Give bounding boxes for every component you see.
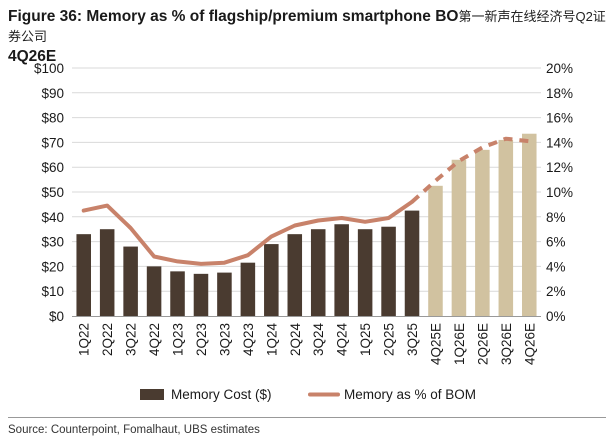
x-tick-label: 1Q22 — [77, 323, 92, 356]
bar-estimate — [451, 159, 467, 316]
bar-actual — [146, 266, 162, 316]
left-axis-ticks: $0 $10 $20 $30 $40 $50 $60 $70 $80 $90 $100 — [34, 61, 64, 324]
x-tick-label: 3Q25 — [405, 323, 420, 356]
bar-actual — [240, 262, 256, 316]
x-axis: 1Q22 2Q22 3Q22 4Q22 1Q23 2Q23 3Q23 4Q23 1Q24 2Q24… — [72, 316, 541, 365]
right-tick-label: 16% — [546, 111, 573, 126]
x-tick-label: 3Q22 — [124, 323, 139, 356]
bar-estimate — [475, 149, 490, 316]
x-tick-label: 1Q23 — [171, 323, 186, 356]
left-tick-label: $100 — [34, 61, 64, 76]
x-tick-label: 1Q26E — [452, 323, 467, 365]
x-tick-label: 4Q22 — [147, 323, 162, 356]
bar-actual — [357, 229, 373, 316]
title-line-2: 4Q26E — [8, 48, 57, 65]
right-tick-label: 8% — [546, 210, 566, 225]
right-tick-label: 6% — [546, 235, 566, 250]
right-tick-label: 4% — [546, 259, 566, 274]
right-axis-ticks: 0% 2% 4% 6% 8% 10% 12% 14% 16% 18% 20% — [546, 61, 573, 324]
left-tick-label: $90 — [41, 86, 64, 101]
legend-line-label: Memory as % of BOM — [344, 387, 476, 402]
x-tick-label: 1Q25 — [358, 323, 373, 356]
gridlines — [72, 67, 541, 292]
right-tick-label: 20% — [546, 61, 573, 76]
watermark-text: 第一新声在线经济号Q2证券公司 — [8, 9, 606, 44]
x-tick-label: 2Q25 — [382, 323, 397, 356]
bar-actual — [334, 224, 349, 316]
divider — [8, 417, 606, 418]
right-tick-label: 2% — [546, 284, 566, 299]
left-tick-label: $30 — [41, 235, 64, 250]
line-series — [81, 136, 530, 266]
bar-actual — [287, 234, 303, 316]
bar-estimate — [522, 133, 537, 316]
legend-bar-label: Memory Cost ($) — [171, 387, 272, 402]
bar-actual — [123, 246, 138, 316]
bar-actual — [76, 234, 91, 316]
right-tick-label: 18% — [546, 86, 573, 101]
left-tick-label: $50 — [41, 185, 64, 200]
title-line-1: Figure 36: Memory as % of flagship/premi… — [8, 8, 459, 25]
x-tick-label: 3Q26E — [499, 323, 514, 365]
x-tick-label: 2Q22 — [100, 323, 115, 356]
legend: Memory Cost ($) Memory as % of BOM — [140, 387, 476, 402]
bar-estimate — [498, 139, 514, 316]
bar-actual — [381, 226, 396, 316]
left-tick-label: $20 — [41, 259, 64, 274]
bar-actual — [217, 272, 232, 316]
left-tick-label: $80 — [41, 111, 64, 126]
x-tick-label: 4Q23 — [241, 323, 256, 356]
line-actual — [81, 199, 414, 266]
left-tick-label: $10 — [41, 284, 64, 299]
x-tick-label: 3Q23 — [217, 323, 232, 356]
x-tick-label: 2Q24 — [288, 323, 303, 357]
bar-estimate — [428, 185, 443, 316]
bar-actual — [310, 229, 326, 316]
right-tick-label: 10% — [546, 185, 573, 200]
left-tick-label: $40 — [41, 210, 64, 225]
x-tick-label: 4Q26E — [522, 323, 537, 365]
left-tick-label: $0 — [49, 309, 64, 324]
x-tick-label: 3Q24 — [311, 323, 326, 357]
line-estimate — [410, 136, 530, 204]
legend-bar-swatch — [140, 389, 164, 400]
bar-actual — [170, 271, 185, 316]
x-tick-label: 1Q24 — [264, 323, 279, 357]
bar-actual — [193, 273, 209, 316]
x-tick-label: 2Q26E — [475, 323, 490, 365]
right-tick-label: 12% — [546, 160, 573, 175]
x-tick-label: 4Q24 — [335, 323, 350, 357]
right-tick-label: 14% — [546, 135, 573, 150]
bar-actual — [404, 210, 420, 316]
chart-title: Figure 36: Memory as % of flagship/premi… — [8, 7, 608, 67]
left-tick-label: $70 — [41, 135, 64, 150]
x-tick-label: 4Q25E — [428, 323, 443, 365]
bar-series — [76, 133, 537, 316]
x-tick-label: 2Q23 — [194, 323, 209, 356]
right-tick-label: 0% — [546, 309, 566, 324]
bar-actual — [264, 244, 279, 316]
source-note: Source: Counterpoint, Fomalhaut, UBS est… — [8, 424, 260, 436]
bar-actual — [99, 229, 115, 316]
left-tick-label: $60 — [41, 160, 64, 175]
